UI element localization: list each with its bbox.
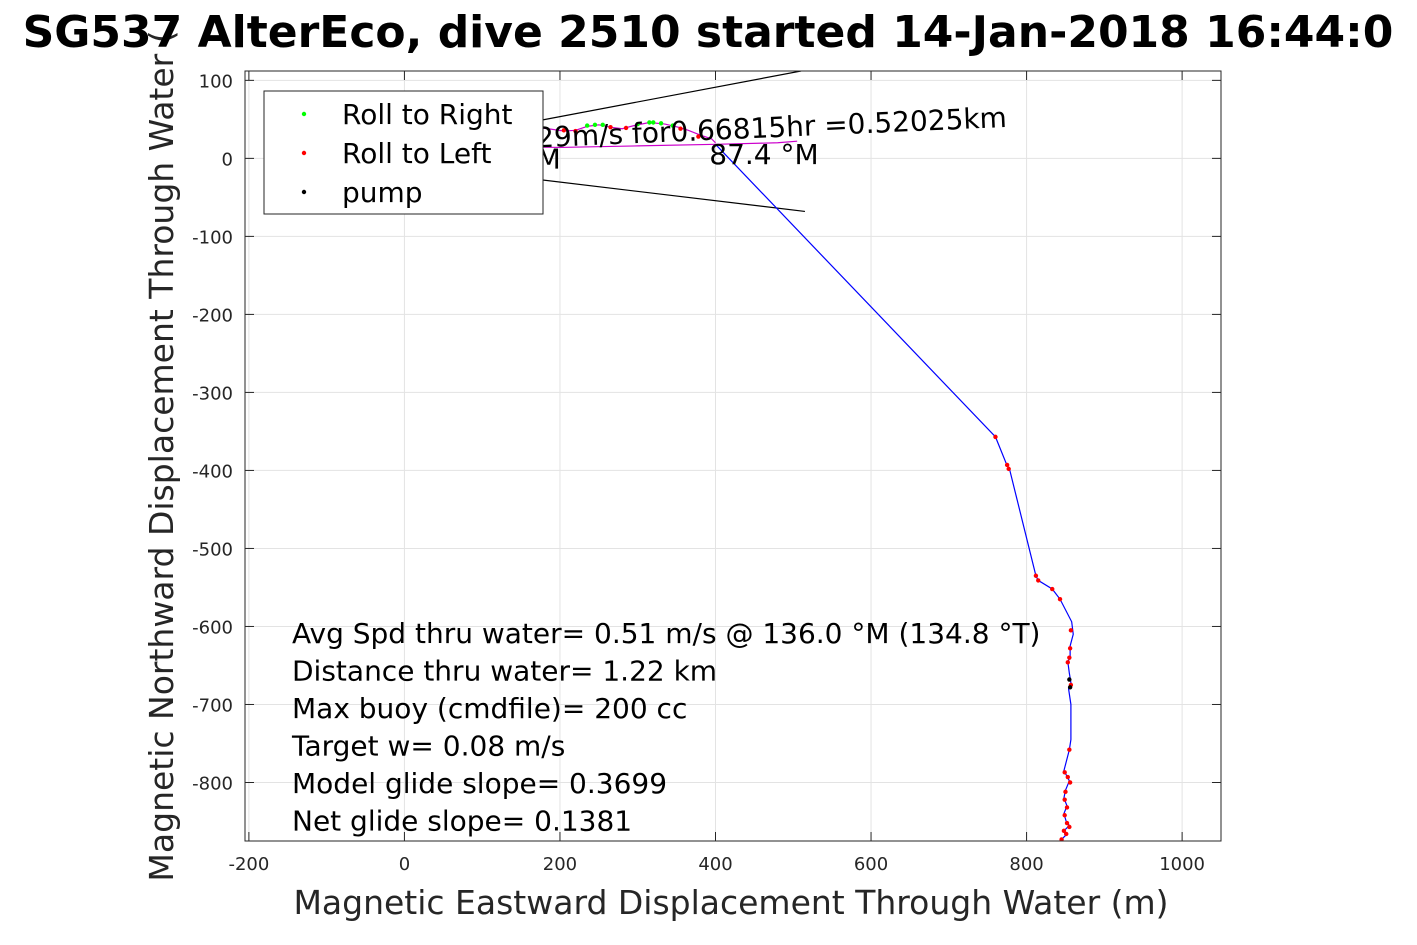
roll-to-left-point [1068, 628, 1074, 633]
roll-to-left-point [1067, 646, 1073, 651]
info-line: Target w= 0.08 m/s [291, 730, 565, 763]
legend-label: Roll to Right [342, 98, 513, 131]
roll-to-right-point [635, 121, 640, 127]
roll-to-left-point [1036, 578, 1041, 583]
legend: Roll to Right Roll to Left pump [263, 90, 544, 215]
pump-point [1067, 685, 1073, 690]
legend-box [263, 90, 544, 215]
legend-label: Roll to Left [342, 137, 491, 170]
roll-to-right-point [651, 120, 656, 125]
chart-title: SG537 AlterEco, dive 2510 started 14-Jan… [23, 7, 1394, 58]
legend-label: pump [342, 176, 423, 209]
roll-to-left-point [1064, 805, 1070, 810]
annotation-text: 87.4 °M [709, 138, 818, 171]
roll-to-left-point [623, 125, 629, 131]
info-line: Avg Spd thru water= 0.51 m/s @ 136.0 °M … [292, 617, 1040, 650]
info-text-block: Avg Spd thru water= 0.51 m/s @ 136.0 °M … [291, 617, 1040, 838]
info-line: Net glide slope= 0.1381 [292, 805, 632, 838]
roll-to-left-point [1067, 747, 1072, 752]
x-tick-label: 600 [854, 854, 888, 875]
legend-marker [301, 150, 307, 156]
y-tick-label: -200 [192, 305, 233, 326]
y-tick-label: -800 [192, 773, 233, 794]
y-tick-label: 100 [199, 71, 233, 92]
plot-frame [244, 70, 1222, 842]
y-tick-label: -500 [192, 539, 233, 560]
info-line: Model glide slope= 0.3699 [292, 767, 667, 800]
roll-to-left-point [1006, 466, 1011, 472]
x-tick-label: 200 [543, 854, 577, 875]
roll-to-left-point [993, 434, 998, 440]
roll-to-left-point [1065, 774, 1070, 780]
heading-line [524, 177, 806, 213]
heading-line [524, 71, 802, 124]
roll-to-left-point [1059, 837, 1064, 841]
roll-to-right-point [592, 122, 598, 128]
info-line: Distance thru water= 1.22 km [292, 655, 717, 688]
roll-to-left-point [561, 128, 567, 133]
y-tick-label: -400 [192, 461, 233, 482]
legend-marker [301, 189, 307, 195]
y-tick-label: -700 [192, 695, 233, 716]
roll-to-left-point [1067, 780, 1073, 785]
roll-to-left-point [1063, 789, 1068, 795]
roll-to-right-point [670, 123, 675, 128]
axis-ticks: -200 0 200 400 600 800 1000-800-700-600-500-40… [192, 71, 1221, 875]
roll-to-left-point [678, 126, 683, 131]
legend-marker [301, 111, 307, 117]
y-tick-label: 0 [222, 149, 233, 170]
x-tick-label: -200 [228, 854, 269, 875]
x-tick-label: 400 [698, 854, 732, 875]
roll-to-left-point [1062, 770, 1067, 775]
roll-to-left-point [1033, 573, 1039, 578]
y-axis-label: Magnetic Northward Displacement Through … [142, 30, 181, 881]
grid-lines [245, 71, 1221, 841]
roll-to-left-point [1065, 660, 1070, 665]
x-tick-label: 800 [1009, 854, 1043, 875]
roll-to-right-point [600, 122, 605, 128]
roll-to-left-point [1057, 596, 1063, 602]
x-axis-label: Magnetic Eastward Displacement Through W… [293, 883, 1168, 922]
info-line: Max buoy (cmdfile)= 200 cc [292, 692, 687, 725]
roll-to-left-point [573, 128, 578, 134]
roll-to-left-point [1067, 655, 1072, 660]
roll-to-right-point [658, 121, 664, 126]
x-tick-label: 0 [399, 854, 410, 875]
y-tick-label: -600 [192, 617, 233, 638]
y-tick-label: -100 [192, 227, 233, 248]
heading-wedge-lines [524, 71, 806, 213]
roll-to-left-point [1004, 462, 1010, 468]
roll-to-right-point [584, 123, 590, 128]
roll-to-left-point [1050, 586, 1055, 592]
pump-point [1067, 677, 1072, 682]
roll-to-left-point [1062, 813, 1067, 818]
surface-line [505, 140, 798, 149]
x-tick-label: 1000 [1159, 854, 1205, 875]
roll-to-left-point [1067, 824, 1072, 830]
series-points [561, 120, 1074, 841]
roll-to-left-point [608, 124, 613, 130]
roll-to-right-point [647, 120, 652, 125]
roll-to-left-point [696, 134, 701, 139]
roll-to-left-point [1061, 828, 1067, 834]
roll-to-left-point [1062, 797, 1067, 802]
roll-to-left-point [1064, 820, 1070, 826]
y-tick-label: -300 [192, 383, 233, 404]
roll-to-left-point [1064, 831, 1069, 837]
